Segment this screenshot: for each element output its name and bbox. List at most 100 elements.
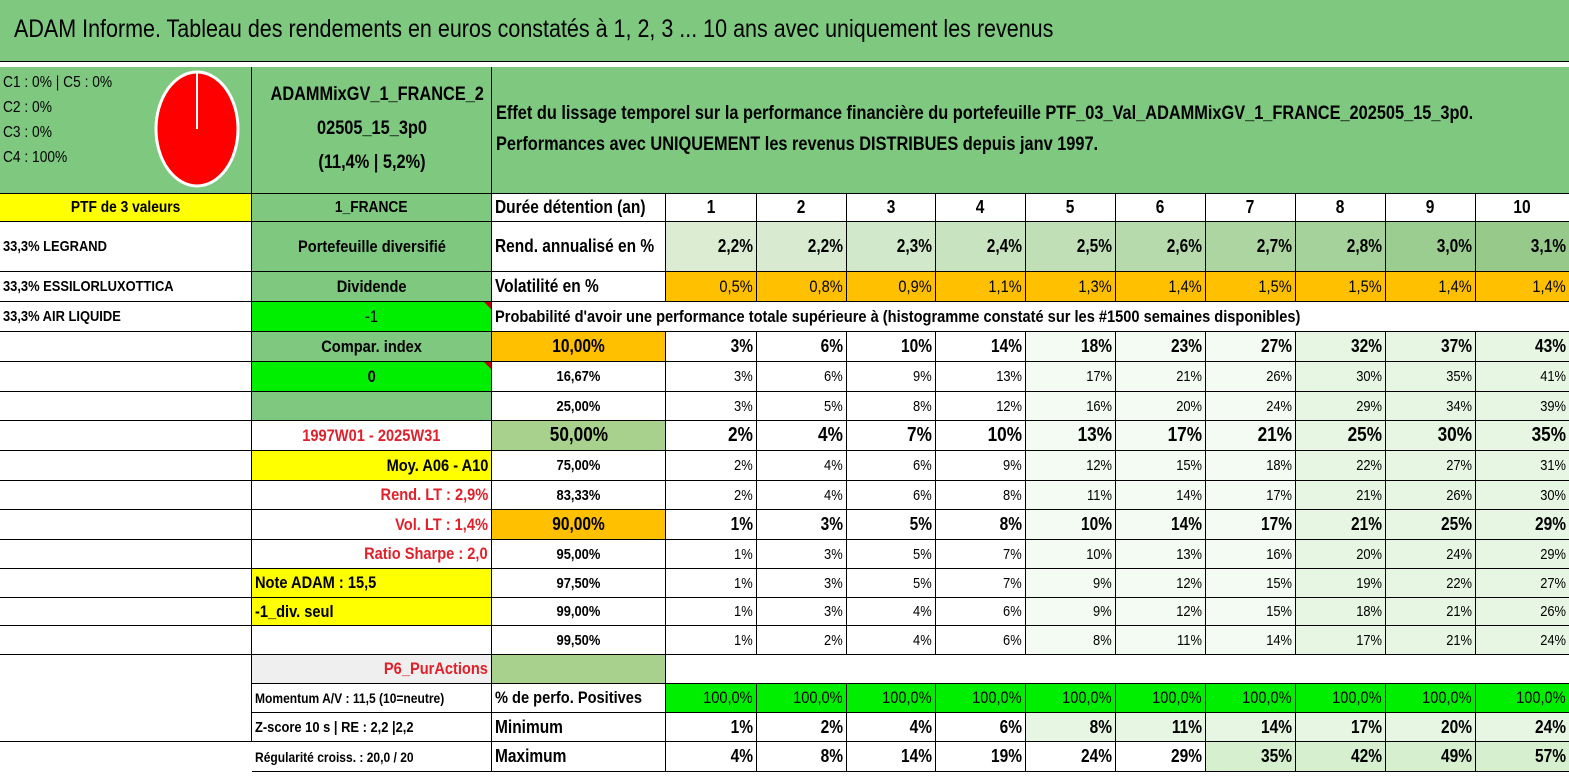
prob-value: 1% (666, 626, 757, 655)
income-type: Dividende (252, 272, 492, 302)
prob-value: 5% (847, 510, 936, 540)
prob-value: 2% (666, 421, 757, 451)
regularite: Régularité croiss. : 20,0 / 20 (252, 742, 492, 772)
prob-threshold: 25,00% (492, 392, 666, 421)
title-bar: ADAM Informe. Tableau des rendements en … (0, 0, 1569, 62)
year-header: 7 (1206, 194, 1296, 222)
prob-value: 32% (1296, 332, 1386, 362)
prob-value: 29% (1476, 540, 1569, 569)
prob-value: 12% (936, 392, 1026, 421)
report-title: ADAM Informe. Tableau des rendements en … (14, 15, 1054, 43)
prob-value: 12% (1026, 451, 1116, 481)
pos-value: 100,0% (757, 684, 847, 713)
adam-note: Note ADAM : 15,5 (252, 569, 492, 598)
prob-value: 10% (936, 421, 1026, 451)
portfolio-type: Portefeuille diversifié (252, 222, 492, 272)
moy-label: Moy. A06 - A10 (252, 451, 492, 481)
prob-value: 7% (936, 569, 1026, 598)
prob-value: 1% (666, 510, 757, 540)
vol-value: 1,1% (936, 272, 1026, 302)
prob-value: 8% (936, 481, 1026, 510)
allocation-item: C3 : 0% (3, 124, 52, 141)
prob-value: 15% (1206, 598, 1296, 626)
prob-threshold: 10,00% (492, 332, 666, 362)
year-header: 6 (1116, 194, 1206, 222)
max-value: 49% (1386, 742, 1476, 772)
prob-value: 3% (666, 392, 757, 421)
prob-value: 23% (1116, 332, 1206, 362)
min-value: 4% (847, 713, 936, 742)
prob-value: 31% (1476, 451, 1569, 481)
prob-value: 21% (1296, 510, 1386, 540)
prob-value: 7% (847, 421, 936, 451)
vol-label: Volatilité en % (492, 272, 666, 302)
prob-value: 18% (1206, 451, 1296, 481)
div-seul: -1_div. seul (252, 598, 492, 626)
prob-value: 25% (1296, 421, 1386, 451)
prob-value: 16% (1026, 392, 1116, 421)
max-value: 42% (1296, 742, 1386, 772)
rend-value: 2,7% (1206, 222, 1296, 272)
prob-threshold: 95,00% (492, 540, 666, 569)
prob-value: 6% (847, 451, 936, 481)
prob-value: 8% (1026, 626, 1116, 655)
prob-value: 1% (666, 569, 757, 598)
prob-value: 30% (1476, 481, 1569, 510)
param-value: -1 (252, 302, 492, 332)
portfolio-name-line: ADAMMixGV_1_FRANCE_2 (270, 84, 484, 105)
allocation-pie-chart (154, 70, 240, 188)
prob-value: 21% (1206, 421, 1296, 451)
prob-value: 3% (666, 332, 757, 362)
prob-value: 30% (1296, 362, 1386, 392)
prob-value: 15% (1116, 451, 1206, 481)
prob-value: 3% (757, 540, 847, 569)
prob-value: 5% (847, 569, 936, 598)
prob-value: 13% (1116, 540, 1206, 569)
empty-cell (0, 626, 252, 655)
separator (0, 62, 1569, 67)
max-value: 4% (666, 742, 757, 772)
portfolio-name: ADAMMixGV_1_FRANCE_2 02505_15_3p0 (11,4% |… (254, 78, 490, 180)
rend-value: 2,2% (757, 222, 847, 272)
prob-threshold: 50,00% (492, 421, 666, 451)
prob-value: 12% (1116, 598, 1206, 626)
prob-value: 20% (1296, 540, 1386, 569)
empty-cell (252, 626, 492, 655)
prob-value: 4% (847, 598, 936, 626)
year-header: 2 (757, 194, 847, 222)
vol-value: 1,4% (1116, 272, 1206, 302)
prob-threshold: 97,50% (492, 569, 666, 598)
prob-value: 17% (1116, 421, 1206, 451)
prob-value: 25% (1386, 510, 1476, 540)
prob-value: 11% (1116, 626, 1206, 655)
year-header: 5 (1026, 194, 1116, 222)
prob-value: 6% (936, 626, 1026, 655)
empty-cell (0, 540, 252, 569)
prob-value: 1% (666, 598, 757, 626)
empty-cell (0, 510, 252, 540)
empty-cell (0, 598, 252, 626)
portfolio-name-line: (11,4% | 5,2%) (318, 152, 426, 173)
vol-value: 1,3% (1026, 272, 1116, 302)
max-label: Maximum (492, 742, 666, 772)
ptf-label: PTF de 3 valeurs (0, 194, 252, 222)
allocation-item: C4 : 100% (3, 149, 68, 166)
prob-value: 17% (1296, 626, 1386, 655)
rend-value: 2,5% (1026, 222, 1116, 272)
rend-value: 2,6% (1116, 222, 1206, 272)
prob-value: 29% (1476, 510, 1569, 540)
prob-value: 26% (1206, 362, 1296, 392)
year-header: 10 (1476, 194, 1569, 222)
empty-cell (666, 655, 1569, 684)
year-header: 9 (1386, 194, 1476, 222)
rend-value: 2,2% (666, 222, 757, 272)
max-value: 57% (1476, 742, 1569, 772)
pos-value: 100,0% (1296, 684, 1386, 713)
prob-value: 6% (757, 362, 847, 392)
vol-value: 1,5% (1206, 272, 1296, 302)
prob-value: 6% (936, 598, 1026, 626)
pos-value: 100,0% (1206, 684, 1296, 713)
prob-value: 6% (757, 332, 847, 362)
prob-value: 9% (936, 451, 1026, 481)
duration-label: Durée détention (an) (492, 194, 666, 222)
